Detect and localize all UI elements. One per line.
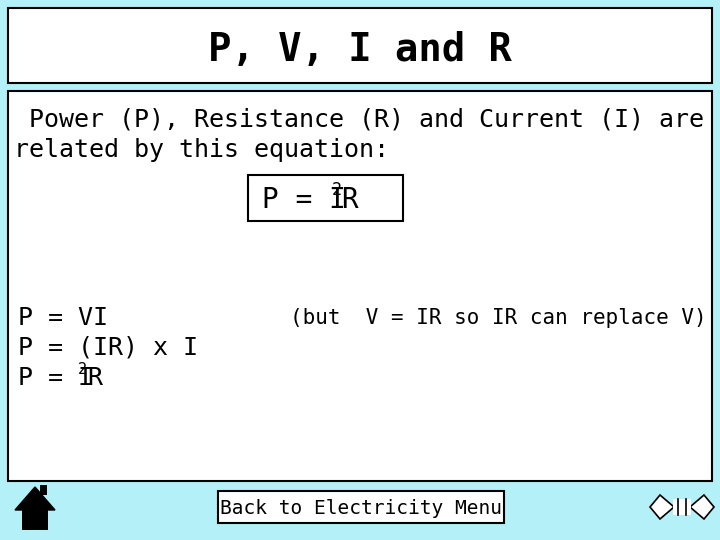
Text: related by this equation:: related by this equation:	[14, 138, 389, 162]
Text: Back to Electricity Menu: Back to Electricity Menu	[220, 498, 502, 517]
Text: R: R	[341, 186, 358, 214]
Text: P = I: P = I	[262, 186, 346, 214]
Text: 2: 2	[332, 181, 342, 199]
Text: R: R	[87, 366, 102, 390]
Polygon shape	[15, 487, 55, 510]
FancyBboxPatch shape	[22, 510, 48, 530]
FancyBboxPatch shape	[8, 8, 712, 83]
FancyBboxPatch shape	[40, 485, 47, 495]
FancyBboxPatch shape	[650, 490, 714, 524]
FancyBboxPatch shape	[218, 491, 504, 523]
FancyBboxPatch shape	[248, 175, 403, 221]
Polygon shape	[650, 495, 674, 519]
Text: P = VI: P = VI	[18, 306, 108, 330]
Text: P, V, I and R: P, V, I and R	[208, 31, 512, 69]
FancyBboxPatch shape	[673, 499, 691, 515]
Text: (but  V = IR so IR can replace V): (but V = IR so IR can replace V)	[290, 308, 706, 328]
Text: 2: 2	[78, 361, 87, 376]
Polygon shape	[690, 495, 714, 519]
Text: P = (IR) x I: P = (IR) x I	[18, 336, 198, 360]
Text: P = I: P = I	[18, 366, 93, 390]
Text: Power (P), Resistance (R) and Current (I) are: Power (P), Resistance (R) and Current (I…	[14, 108, 704, 132]
FancyBboxPatch shape	[8, 91, 712, 481]
